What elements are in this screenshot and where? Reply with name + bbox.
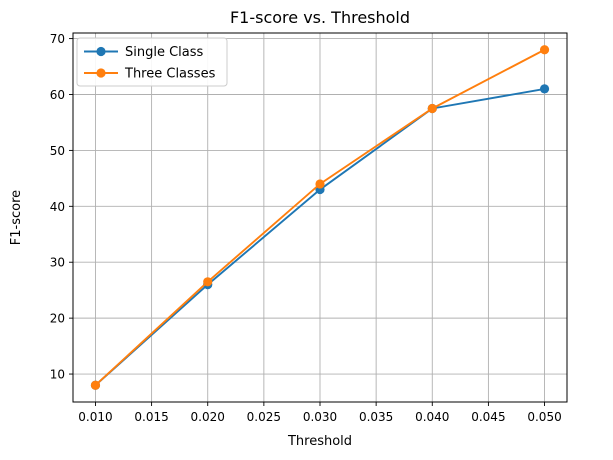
x-tick-label: 0.025 (247, 410, 281, 424)
data-point-marker (203, 277, 213, 287)
grid-layer (73, 33, 567, 402)
legend-entry-label: Three Classes (124, 67, 216, 82)
x-tick-label: 0.040 (415, 410, 449, 424)
y-axis-label: F1-score (9, 190, 24, 245)
data-point-marker (539, 84, 550, 94)
x-tick-label: 0.020 (191, 410, 225, 424)
data-point-marker (315, 179, 325, 189)
tick-layer: 0.010 0.015 0.020 0.025 0.030 0.035 0.040 0.045… (50, 32, 562, 424)
legend-entry-label: Single Class (125, 45, 204, 60)
x-tick-label: 0.050 (527, 410, 561, 424)
data-series-layer (90, 45, 550, 390)
y-tick-label: 60 (50, 88, 65, 102)
y-tick-label: 40 (50, 200, 65, 214)
data-point-marker (539, 45, 550, 55)
y-tick-label: 20 (50, 312, 65, 326)
y-tick-label: 30 (50, 256, 65, 270)
legend-sample-marker (96, 46, 106, 57)
data-point-marker (90, 380, 101, 390)
legend-sample-marker (96, 68, 106, 78)
y-tick-label: 10 (50, 368, 65, 382)
legend: Single Class Three Classes (76, 37, 228, 87)
x-tick-label: 0.010 (78, 410, 112, 424)
legend-box (76, 37, 228, 87)
y-tick-label: 70 (50, 32, 65, 46)
chart-title: F1-score vs. Threshold (230, 8, 410, 27)
x-axis-label: Threshold (287, 434, 352, 449)
x-tick-label: 0.045 (471, 410, 505, 424)
y-tick-label: 50 (50, 144, 65, 158)
x-tick-label: 0.015 (134, 410, 168, 424)
x-tick-label: 0.030 (303, 410, 337, 424)
data-point-marker (427, 103, 437, 114)
x-tick-label: 0.035 (359, 410, 393, 424)
